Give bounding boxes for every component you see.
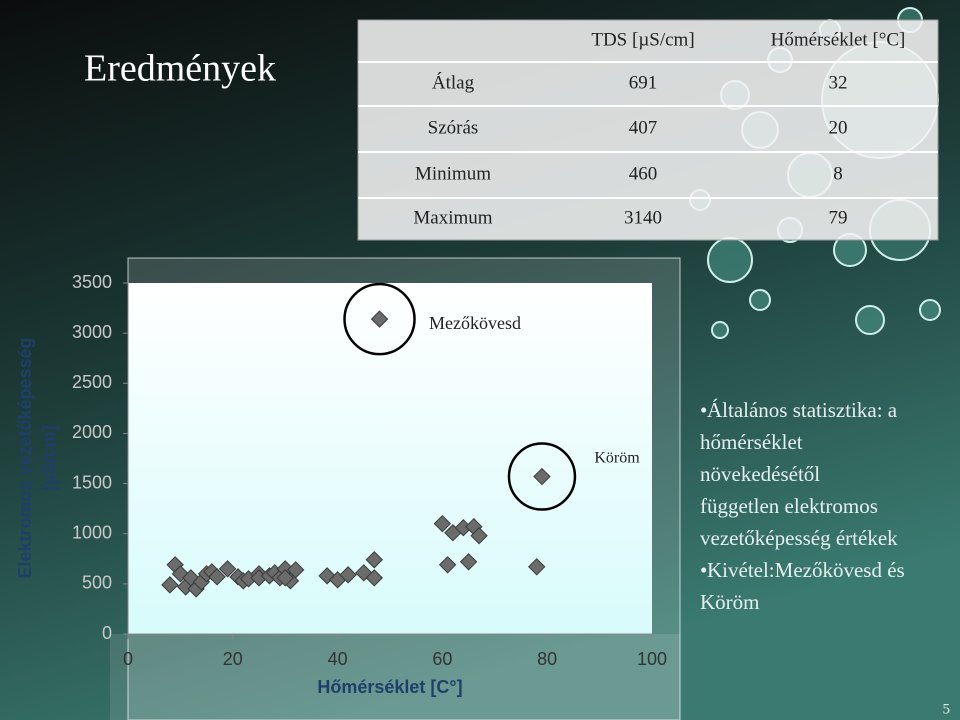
y-tick-label: 1000 — [72, 522, 112, 542]
page-number: 5 — [943, 701, 951, 717]
point — [286, 561, 305, 579]
point — [459, 553, 478, 571]
x-axis-band — [110, 634, 680, 720]
point — [276, 569, 294, 587]
point — [161, 576, 179, 594]
y-tick-label: 500 — [82, 573, 112, 593]
table-cell: Minimum — [415, 163, 491, 184]
x-tick-label: 0 — [123, 649, 133, 669]
annotation: Mezőkövesd — [429, 313, 521, 333]
highlight-circle — [507, 442, 577, 511]
bullet-text: vezetőképesség értékek — [700, 526, 898, 550]
y-tick-label: 0 — [102, 623, 112, 643]
bullet-dot: • — [700, 558, 707, 582]
bullet-text: hőmérséklet — [700, 430, 803, 454]
y-tick-label: 3500 — [72, 272, 112, 292]
table-cell: Átlag — [432, 71, 475, 93]
point — [438, 556, 457, 574]
table-cell: 407 — [629, 117, 658, 138]
x-tick-label: 40 — [328, 649, 348, 669]
annotation: Köröm — [594, 450, 640, 467]
x-tick-label: 100 — [637, 649, 667, 669]
y-axis-title: Elektromos vezetőképesség — [15, 337, 35, 578]
point — [208, 568, 226, 586]
bullet-text: független elektromos — [700, 494, 878, 518]
point — [470, 527, 488, 545]
table-cell: Maximum — [413, 207, 492, 228]
x-axis-title: Hőmérséklet [C°] — [317, 677, 462, 697]
slide-title: Eredmények — [84, 48, 276, 90]
bullet-text: növekedésétől — [700, 462, 820, 486]
y-tick-label: 3000 — [72, 322, 112, 342]
highlight-circle — [343, 282, 416, 356]
table-header: TDS [µS/cm] — [591, 29, 694, 50]
table-cell: 20 — [829, 117, 848, 138]
point — [365, 551, 383, 569]
point — [339, 566, 357, 584]
bullet-text: Általános statisztika: a — [707, 398, 898, 422]
y-tick-label: 2500 — [72, 372, 112, 392]
bullet-text: Köröm — [700, 590, 760, 614]
table-bg — [357, 19, 939, 241]
point — [533, 467, 551, 486]
x-tick-label: 20 — [223, 649, 243, 669]
point — [433, 514, 452, 533]
point — [355, 564, 373, 582]
y-axis-title: [µS/cm] — [39, 425, 59, 490]
table-cell: 32 — [829, 72, 848, 93]
table-cell: Szórás — [428, 117, 479, 138]
bullet-dot: • — [700, 398, 707, 422]
point — [365, 569, 383, 587]
y-tick-label: 2000 — [72, 422, 112, 442]
point — [218, 560, 237, 578]
x-tick-label: 60 — [432, 649, 452, 669]
table-cell: 691 — [629, 72, 658, 93]
x-tick-label: 80 — [537, 649, 557, 669]
point — [171, 565, 190, 583]
y-tick-label: 1500 — [72, 472, 112, 492]
point — [528, 558, 546, 576]
table-cell: 460 — [629, 163, 658, 184]
table-cell: 79 — [829, 207, 848, 228]
table-header: Hőmérséklet [°C] — [771, 29, 906, 50]
point — [370, 310, 389, 328]
table-cell: 3140 — [624, 207, 662, 228]
table-cell: 8 — [833, 163, 843, 184]
bullet-text: Kivétel:Mezőkövesd és — [707, 558, 905, 582]
